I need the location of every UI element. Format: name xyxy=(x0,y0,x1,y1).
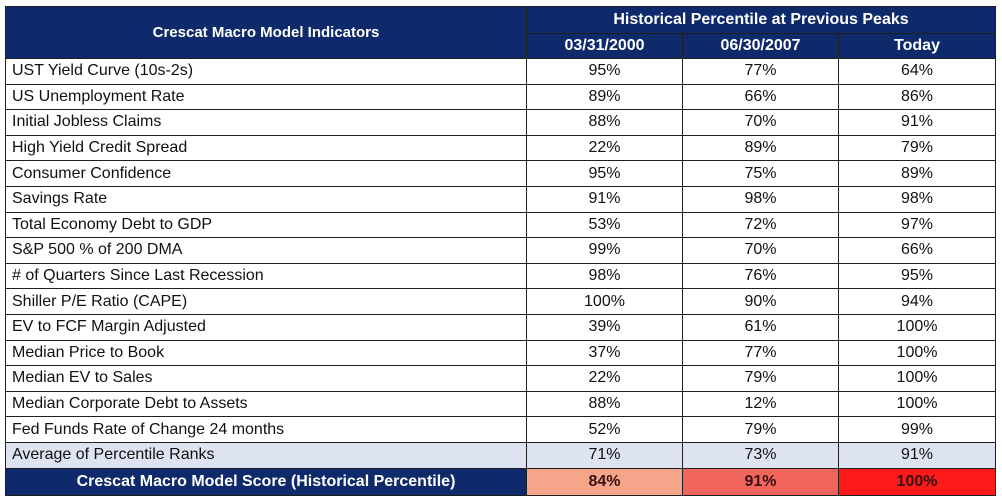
row-value: 70% xyxy=(682,109,839,136)
row-label: Shiller P/E Ratio (CAPE) xyxy=(5,288,527,315)
row-label: Initial Jobless Claims xyxy=(5,109,527,136)
row-value: 72% xyxy=(682,211,839,239)
row-value: 12% xyxy=(682,390,839,418)
row-label: # of Quarters Since Last Recession xyxy=(5,262,527,290)
row-label: S&P 500 % of 200 DMA xyxy=(5,237,527,264)
score-value: 100% xyxy=(837,467,997,496)
table-row: EV to FCF Margin Adjusted 39% 61% 100% xyxy=(5,313,997,341)
row-value: 52% xyxy=(526,416,683,443)
row-value: 95% xyxy=(526,160,683,187)
row-value: 88% xyxy=(526,390,683,418)
row-value: 89% xyxy=(682,134,839,162)
table-row: Median Corporate Debt to Assets 88% 12% 100… xyxy=(5,390,997,418)
score-label: Crescat Macro Model Score (Historical Pe… xyxy=(5,467,527,496)
table-row: Median Price to Book 37% 77% 100% xyxy=(5,339,997,367)
score-row: Crescat Macro Model Score (Historical Pe… xyxy=(5,467,997,496)
table-row: UST Yield Curve (10s-2s) 95% 77% 64% xyxy=(5,58,997,85)
row-label: Savings Rate xyxy=(5,185,527,213)
row-value: 79% xyxy=(682,416,839,443)
average-value: 91% xyxy=(837,441,997,469)
table-row: Initial Jobless Claims 88% 70% 91% xyxy=(5,109,997,136)
row-value: 66% xyxy=(682,83,839,111)
row-label: Total Economy Debt to GDP xyxy=(5,211,527,239)
row-value: 39% xyxy=(526,313,683,341)
table-row: Consumer Confidence 95% 75% 89% xyxy=(5,160,997,187)
row-value: 64% xyxy=(837,58,997,85)
row-value: 70% xyxy=(682,237,839,264)
row-label: Consumer Confidence xyxy=(5,160,527,187)
row-value: 99% xyxy=(526,237,683,264)
row-value: 100% xyxy=(837,313,997,341)
row-label: EV to FCF Margin Adjusted xyxy=(5,313,527,341)
table-body: UST Yield Curve (10s-2s) 95% 77% 64% US Unem… xyxy=(5,58,997,496)
row-value: 66% xyxy=(837,237,997,264)
row-value: 86% xyxy=(837,83,997,111)
average-label: Average of Percentile Ranks xyxy=(5,441,527,469)
row-value: 98% xyxy=(837,185,997,213)
row-value: 22% xyxy=(526,134,683,162)
row-value: 99% xyxy=(837,416,997,443)
row-value: 100% xyxy=(837,365,997,392)
row-value: 88% xyxy=(526,109,683,136)
row-label: US Unemployment Rate xyxy=(5,83,527,111)
row-value: 77% xyxy=(682,339,839,367)
row-value: 95% xyxy=(526,58,683,85)
row-value: 22% xyxy=(526,365,683,392)
table-row: Median EV to Sales 22% 79% 100% xyxy=(5,365,997,392)
row-value: 61% xyxy=(682,313,839,341)
table-row: Fed Funds Rate of Change 24 months 52% 79%… xyxy=(5,416,997,443)
indicator-column-header: Crescat Macro Model Indicators xyxy=(5,6,527,59)
row-value: 53% xyxy=(526,211,683,239)
table-row: Total Economy Debt to GDP 53% 72% 97% xyxy=(5,211,997,239)
score-value: 84% xyxy=(526,467,683,496)
row-value: 94% xyxy=(837,288,997,315)
row-value: 89% xyxy=(526,83,683,111)
macro-indicators-table-wrapper: Crescat Macro Model Indicators Historica… xyxy=(5,6,997,496)
row-value: 90% xyxy=(682,288,839,315)
average-row: Average of Percentile Ranks 71% 73% 91% xyxy=(5,441,997,469)
row-value: 97% xyxy=(837,211,997,239)
table-header: Crescat Macro Model Indicators Historica… xyxy=(5,6,997,59)
column-header-2000: 03/31/2000 xyxy=(526,33,683,59)
row-value: 91% xyxy=(526,185,683,213)
table-row: US Unemployment Rate 89% 66% 86% xyxy=(5,83,997,111)
macro-indicators-table: Crescat Macro Model Indicators Historica… xyxy=(5,6,997,496)
row-label: High Yield Credit Spread xyxy=(5,134,527,162)
row-label: Median Corporate Debt to Assets xyxy=(5,390,527,418)
row-value: 98% xyxy=(682,185,839,213)
row-value: 100% xyxy=(526,288,683,315)
average-value: 71% xyxy=(526,441,683,469)
row-value: 91% xyxy=(837,109,997,136)
average-value: 73% xyxy=(682,441,839,469)
row-value: 76% xyxy=(682,262,839,290)
row-value: 98% xyxy=(526,262,683,290)
row-value: 77% xyxy=(682,58,839,85)
row-label: Median Price to Book xyxy=(5,339,527,367)
table-row: High Yield Credit Spread 22% 89% 79% xyxy=(5,134,997,162)
row-value: 37% xyxy=(526,339,683,367)
column-header-today: Today xyxy=(837,33,997,59)
row-value: 95% xyxy=(837,262,997,290)
row-value: 100% xyxy=(837,339,997,367)
table-row: S&P 500 % of 200 DMA 99% 70% 66% xyxy=(5,237,997,264)
row-value: 89% xyxy=(837,160,997,187)
table-row: Shiller P/E Ratio (CAPE) 100% 90% 94% xyxy=(5,288,997,315)
row-value: 79% xyxy=(682,365,839,392)
row-label: Median EV to Sales xyxy=(5,365,527,392)
table-row: # of Quarters Since Last Recession 98% 76%… xyxy=(5,262,997,290)
row-value: 100% xyxy=(837,390,997,418)
column-header-2007: 06/30/2007 xyxy=(682,33,839,59)
row-label: UST Yield Curve (10s-2s) xyxy=(5,58,527,85)
table-row: Savings Rate 91% 98% 98% xyxy=(5,185,997,213)
row-label: Fed Funds Rate of Change 24 months xyxy=(5,416,527,443)
row-value: 79% xyxy=(837,134,997,162)
group-header: Historical Percentile at Previous Peaks xyxy=(525,6,997,34)
score-value: 91% xyxy=(682,467,839,496)
row-value: 75% xyxy=(682,160,839,187)
